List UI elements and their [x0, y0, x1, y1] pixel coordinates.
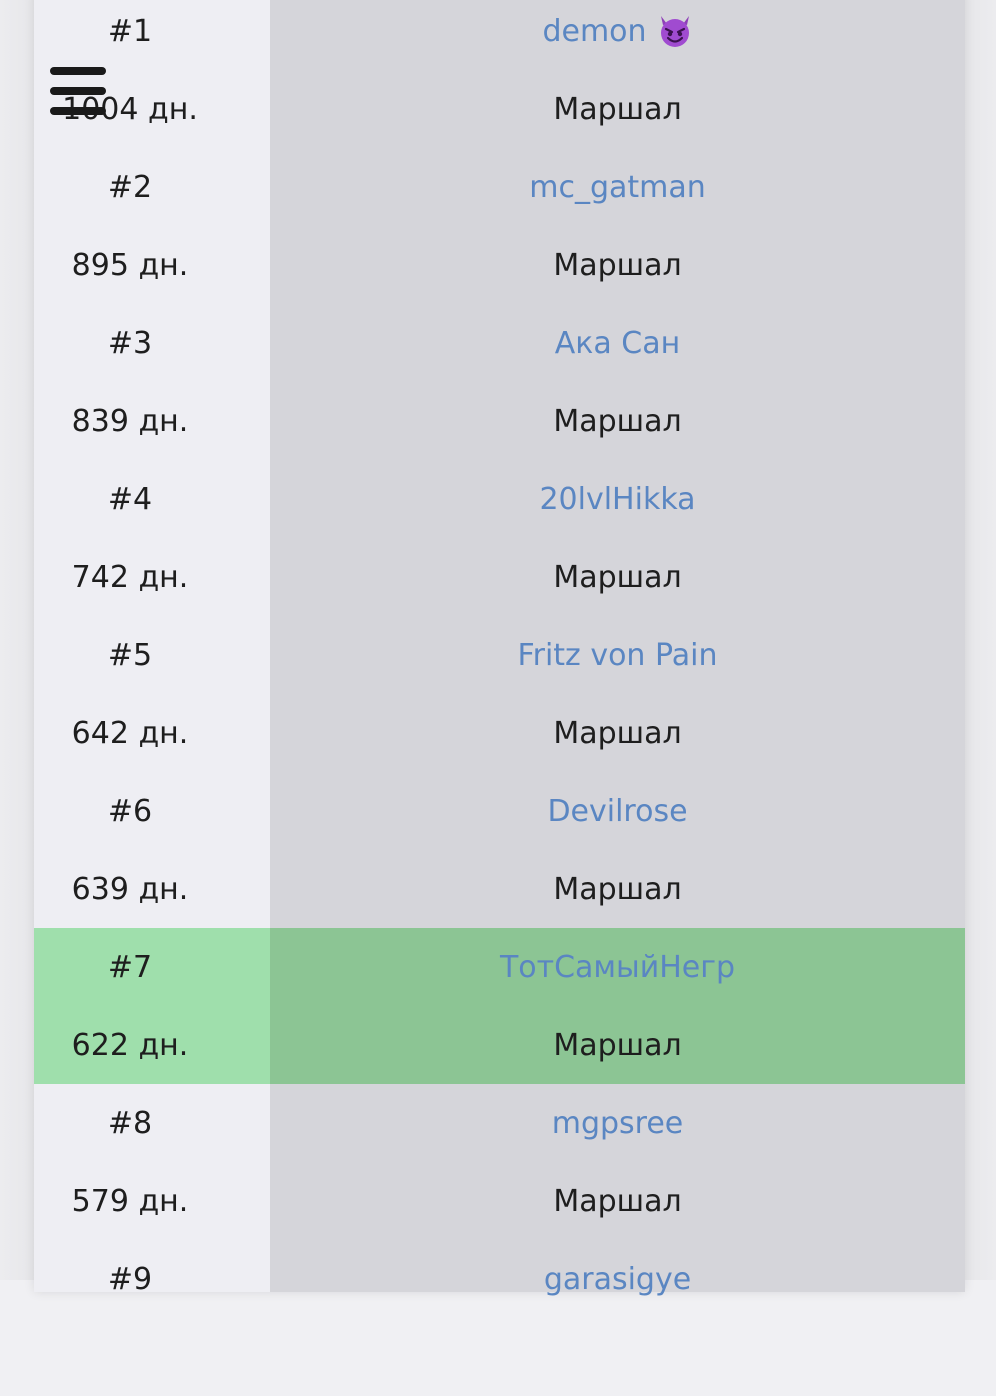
- player-name-link[interactable]: ТотСамыйНегр: [499, 949, 736, 985]
- player-name-link[interactable]: garasigye: [543, 1261, 692, 1297]
- player-name-cell: ТотСамыйНегр: [270, 928, 965, 1006]
- military-rank-title: Маршал: [553, 871, 682, 907]
- player-name-cell: mc_gatman: [270, 148, 965, 226]
- days-value: 642 дн.: [71, 715, 189, 751]
- player-name-link[interactable]: Ака Сан: [554, 325, 681, 361]
- days-value: 622 дн.: [34, 1006, 270, 1084]
- military-rank-cell: Маршал: [270, 694, 965, 772]
- military-rank-title: Маршал: [553, 1027, 682, 1063]
- player-name-cell: Ака Сан: [270, 304, 965, 382]
- military-rank-title: Маршал: [553, 247, 682, 283]
- player-name-link[interactable]: Fritz von Pain: [517, 637, 718, 673]
- leaderboard-entry: #4 20lvlHikka 742 дн. Маршал: [34, 460, 965, 616]
- player-name-cell: demon: [270, 0, 965, 70]
- player-name-link[interactable]: mgpsree: [551, 1105, 684, 1141]
- days-value: [34, 1318, 270, 1396]
- military-rank-cell: Маршал: [270, 70, 965, 148]
- days-value: 742 дн.: [71, 559, 189, 595]
- player-name-cell: Devilrose: [270, 772, 965, 850]
- player-name-cell: 20lvlHikka: [270, 460, 965, 538]
- military-rank-cell: Маршал: [270, 226, 965, 304]
- military-rank-cell: [270, 1318, 965, 1396]
- military-rank-title: Маршал: [553, 403, 682, 439]
- rank-number: #4: [107, 481, 153, 517]
- leaderboard-entry: #9 garasigye: [34, 1240, 965, 1396]
- military-rank-cell: Маршал: [270, 1006, 965, 1084]
- military-rank-cell: Маршал: [270, 850, 965, 928]
- page-margin-left: [0, 0, 34, 1280]
- military-rank-cell: Маршал: [270, 538, 965, 616]
- military-rank-title: Маршал: [553, 559, 682, 595]
- player-name-link[interactable]: Devilrose: [547, 793, 688, 829]
- player-name-link[interactable]: mc_gatman: [529, 169, 706, 205]
- days-value: 579 дн.: [71, 1183, 189, 1219]
- rank-number: #2: [107, 169, 153, 205]
- rank-number: #6: [107, 793, 153, 829]
- military-rank-title: Маршал: [553, 1183, 682, 1219]
- player-name-cell: mgpsree: [270, 1084, 965, 1162]
- leaderboard-table: #1 demon 1004 дн. Маршал #2 mc_gatman 89…: [34, 0, 965, 1297]
- leaderboard-entry: #6 Devilrose 639 дн. Маршал: [34, 772, 965, 928]
- leaderboard-entry: #7 ТотСамыйНегр 622 дн. Маршал: [34, 928, 965, 1084]
- hamburger-menu-icon[interactable]: [50, 67, 106, 115]
- player-name-cell: Fritz von Pain: [270, 616, 965, 694]
- rank-number: #9: [107, 1261, 153, 1297]
- rank-number: #7: [34, 928, 270, 1006]
- days-value: 639 дн.: [71, 871, 189, 907]
- leaderboard-rows: #1 demon 1004 дн. Маршал #2 mc_gatman 89…: [34, 0, 965, 1396]
- military-rank-cell: Маршал: [270, 382, 965, 460]
- military-rank-cell: Маршал: [270, 1162, 965, 1240]
- player-name-link[interactable]: demon: [542, 13, 647, 49]
- military-rank-title: Маршал: [553, 91, 682, 127]
- page-margin-right: [965, 0, 996, 1280]
- rank-number: #5: [107, 637, 153, 673]
- player-name-cell: garasigye: [270, 1240, 965, 1318]
- rank-number: #3: [107, 325, 153, 361]
- player-name-link[interactable]: 20lvlHikka: [539, 481, 696, 517]
- days-value: 839 дн.: [71, 403, 189, 439]
- days-value: 895 дн.: [71, 247, 189, 283]
- rank-number: #8: [107, 1105, 153, 1141]
- leaderboard-entry: #3 Ака Сан 839 дн. Маршал: [34, 304, 965, 460]
- leaderboard-entry: #8 mgpsree 579 дн. Маршал: [34, 1084, 965, 1240]
- rank-number: #1: [107, 13, 153, 49]
- leaderboard-entry: #5 Fritz von Pain 642 дн. Маршал: [34, 616, 965, 772]
- military-rank-title: Маршал: [553, 715, 682, 751]
- leaderboard-entry: #1 demon 1004 дн. Маршал: [34, 0, 965, 148]
- smiling-devil-icon: [660, 16, 689, 47]
- leaderboard-entry: #2 mc_gatman 895 дн. Маршал: [34, 148, 965, 304]
